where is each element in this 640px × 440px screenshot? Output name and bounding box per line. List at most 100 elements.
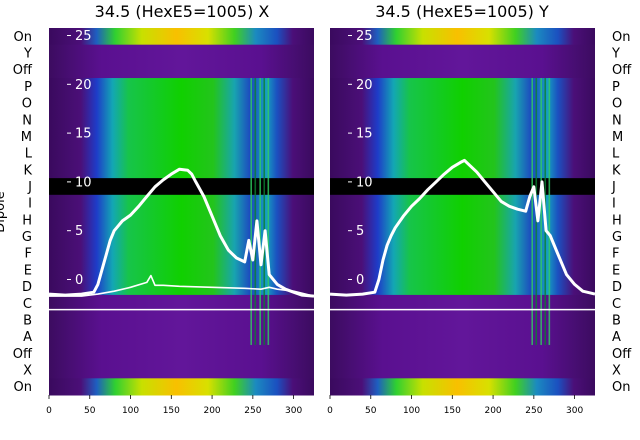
heatmap-row-17	[49, 311, 314, 329]
overlay-tick-label: 20	[75, 78, 92, 93]
left-panel-title: 34.5 (HexE5=1005) X	[95, 2, 270, 21]
row-label: D	[22, 280, 32, 295]
heatmap-row-11	[49, 211, 314, 229]
heatmap-row-19	[49, 344, 314, 363]
row-label: O	[612, 97, 622, 112]
heatmap-row-1	[49, 44, 314, 62]
row-label: Off	[612, 63, 632, 78]
heatmap-row-5	[49, 111, 314, 129]
heatmap-row-20	[330, 361, 595, 379]
row-label: O	[22, 97, 32, 112]
row-label: On	[612, 30, 630, 45]
heatmap-row-0	[49, 28, 314, 46]
row-label: N	[22, 113, 32, 128]
heatmap-row-19	[330, 344, 595, 363]
heatmap-row-15	[330, 278, 595, 296]
heatmap-row-7	[49, 144, 314, 162]
streak-line	[267, 78, 270, 345]
row-label: F	[25, 247, 32, 262]
heatmap-row-5	[330, 111, 595, 129]
series-line	[49, 274, 315, 297]
row-label: K	[612, 163, 621, 178]
overlay-tick-label: 0	[75, 273, 83, 288]
heatmap-row-7	[330, 144, 595, 162]
heatmap-row-11	[330, 211, 595, 229]
x-tick-label: 300	[285, 406, 302, 416]
row-label: A	[612, 330, 621, 345]
heatmap-row-13	[330, 244, 595, 263]
streak-line	[548, 78, 551, 345]
overlay-tick-label: 0	[356, 273, 364, 288]
row-label: M	[612, 130, 623, 145]
row-label: C	[23, 297, 32, 312]
heatmap-row-16	[49, 294, 314, 313]
heatmap-row-14	[49, 261, 314, 279]
overlay-tick-label: 25	[75, 29, 92, 44]
x-tick-label: 150	[163, 406, 180, 416]
row-label: M	[21, 130, 32, 145]
x-tick-label: 0	[327, 406, 333, 416]
row-label: I	[612, 197, 616, 212]
x-tick-label: 100	[403, 406, 420, 416]
x-tick-label: 100	[122, 406, 139, 416]
heatmap-row-6	[330, 128, 595, 146]
right-panel-title: 34.5 (HexE5=1005) Y	[375, 2, 549, 21]
y-axis-label: Dipole	[0, 191, 8, 232]
series-line	[48, 167, 315, 298]
row-label: D	[612, 280, 622, 295]
heatmap-row-20	[49, 361, 314, 379]
row-label: On	[14, 380, 32, 395]
heatmap-row-18	[49, 328, 314, 346]
heatmap-row-12	[330, 228, 595, 246]
streak-line	[263, 78, 266, 345]
heatmap-row-6	[49, 128, 314, 146]
row-label: B	[612, 313, 621, 328]
row-label: X	[23, 363, 32, 378]
row-label: F	[612, 247, 619, 262]
x-tick-label: 250	[525, 406, 542, 416]
row-label: L	[612, 147, 620, 162]
row-label: N	[612, 113, 622, 128]
row-label: L	[25, 147, 33, 162]
row-label: G	[22, 230, 32, 245]
row-label: On	[14, 30, 32, 45]
heatmap-row-21	[330, 378, 595, 396]
streak-line	[250, 78, 252, 345]
overlay-tick-label: 5	[356, 224, 364, 239]
row-label: P	[24, 80, 32, 95]
x-tick-label: 300	[566, 406, 583, 416]
overlay-tick-label: 20	[356, 78, 373, 93]
overlay-tick-label: 25	[356, 29, 373, 44]
row-label: X	[612, 363, 621, 378]
row-label: H	[22, 213, 32, 228]
row-label: K	[23, 163, 32, 178]
overlay-tick-label: 10	[356, 175, 373, 190]
row-label: Off	[612, 347, 632, 362]
heatmap-row-9	[49, 178, 314, 196]
heatmap-row-1	[330, 44, 595, 62]
heatmap-row-10	[49, 194, 314, 212]
row-label: E	[612, 263, 620, 278]
row-label: C	[612, 297, 621, 312]
overlay-tick-label: 5	[75, 224, 83, 239]
heatmap-row-8	[330, 161, 595, 179]
row-label: On	[612, 380, 630, 395]
row-label: J	[611, 180, 616, 195]
streak-line	[254, 78, 257, 345]
x-tick-label: 150	[444, 406, 461, 416]
streak-line	[259, 78, 261, 345]
row-label: P	[612, 80, 620, 95]
heatmap-row-0	[330, 28, 595, 46]
heatmap-row-4	[49, 94, 314, 112]
heatmap-row-10	[330, 194, 595, 212]
x-tick-label: 50	[365, 406, 377, 416]
heatmap-row-2	[330, 61, 595, 79]
row-label: Off	[13, 63, 33, 78]
heatmap-row-13	[49, 244, 314, 263]
overlay-tick-label: 10	[75, 175, 92, 190]
heatmap-row-4	[330, 94, 595, 112]
row-label: G	[612, 230, 622, 245]
overlay-tick-label: 15	[75, 127, 92, 142]
heatmap-row-17	[330, 311, 595, 329]
